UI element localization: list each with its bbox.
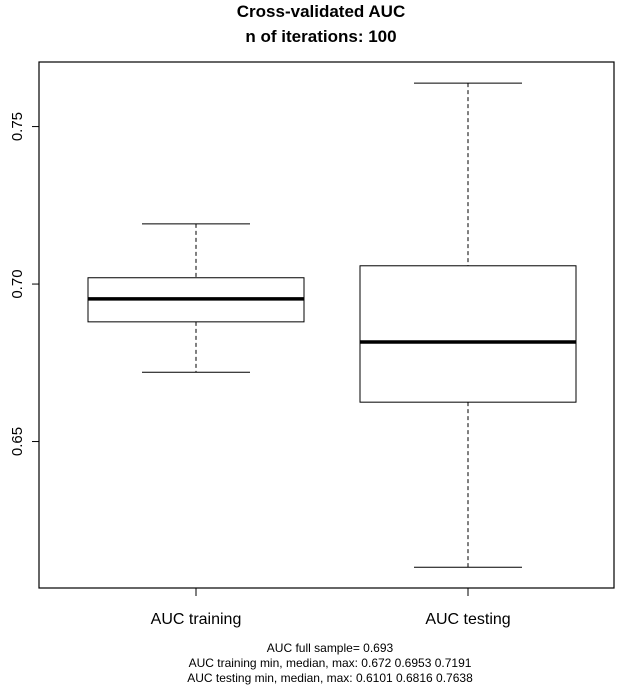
x-category-label: AUC training bbox=[151, 611, 242, 628]
footer-full-sample: AUC full sample= 0.693 bbox=[267, 641, 394, 655]
footer-training-summary: AUC training min, median, max: 0.672 0.6… bbox=[189, 656, 472, 670]
chart-title: Cross-validated AUC bbox=[237, 2, 405, 21]
y-tick-label: 0.75 bbox=[9, 112, 26, 141]
chart-subtitle: n of iterations: 100 bbox=[245, 27, 396, 46]
box-training bbox=[87, 223, 305, 373]
x-category-label: AUC testing bbox=[425, 611, 510, 628]
iqr-box bbox=[359, 265, 577, 403]
box-testing bbox=[359, 82, 577, 568]
y-axis: 0.65 0.70 0.75 bbox=[9, 112, 39, 456]
y-tick-label: 0.65 bbox=[9, 427, 26, 456]
plot-frame bbox=[38, 61, 615, 589]
boxes-group bbox=[87, 82, 577, 568]
x-axis: AUC training AUC testing bbox=[151, 588, 511, 628]
y-tick-label: 0.70 bbox=[9, 269, 26, 298]
footer-testing-summary: AUC testing min, median, max: 0.6101 0.6… bbox=[187, 671, 473, 685]
